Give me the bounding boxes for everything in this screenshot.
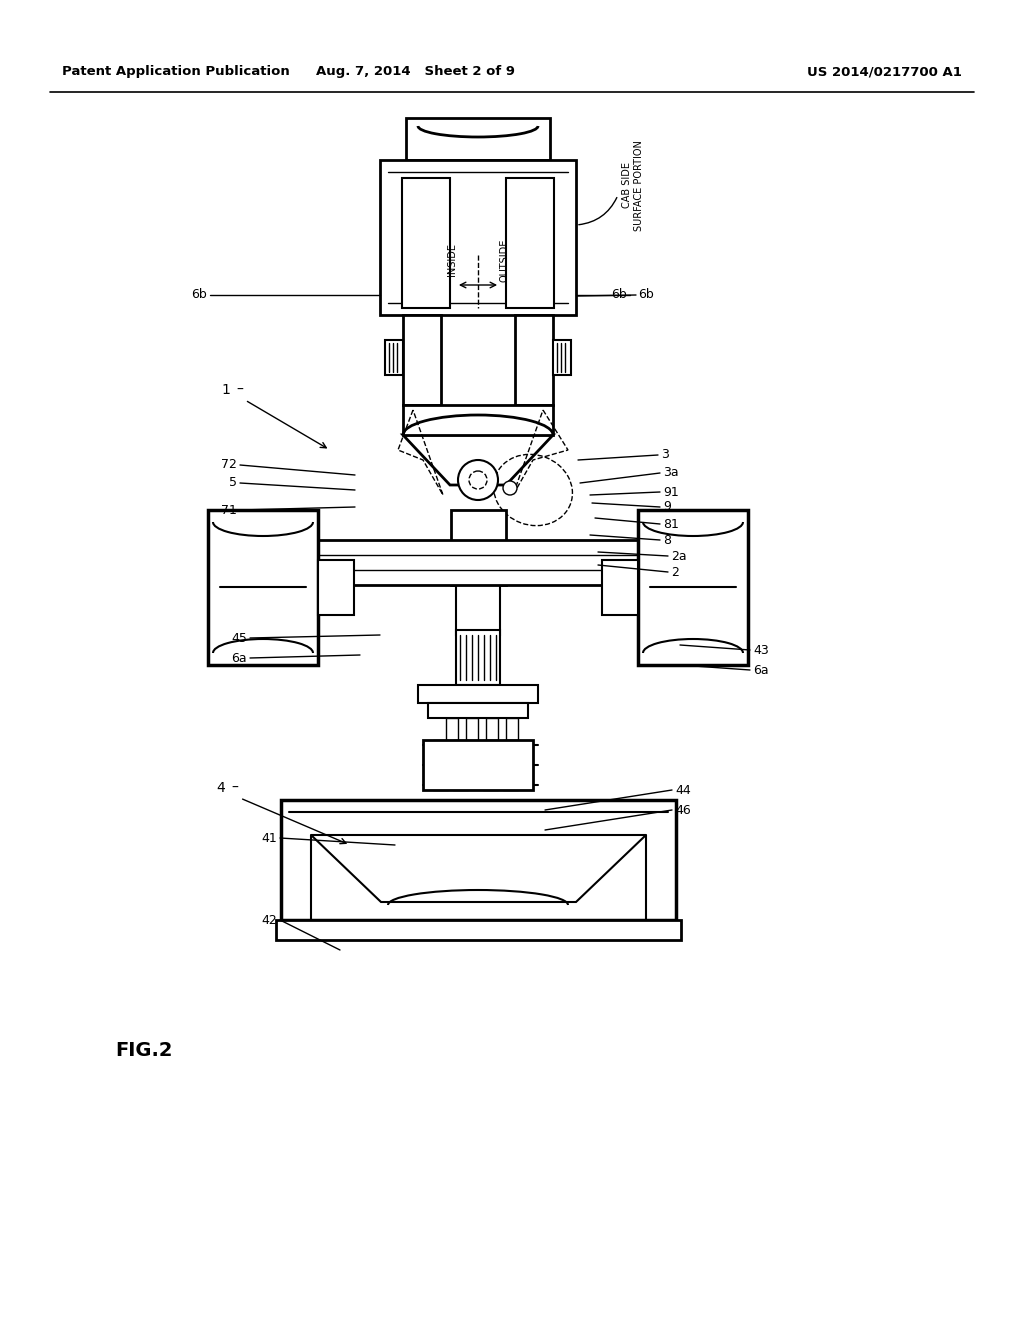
Text: OUTSIDE: OUTSIDE: [499, 239, 509, 281]
Text: 6b: 6b: [191, 289, 207, 301]
Bar: [466, 718, 478, 741]
Bar: [506, 178, 554, 308]
Text: –: –: [231, 781, 238, 795]
Bar: [403, 405, 553, 436]
Bar: [428, 704, 528, 718]
Circle shape: [469, 471, 487, 488]
Text: 72: 72: [221, 458, 237, 471]
Text: 46: 46: [675, 804, 691, 817]
Bar: [402, 178, 450, 308]
Text: CAB SIDE
SURFACE PORTION: CAB SIDE SURFACE PORTION: [622, 140, 644, 231]
Text: 5: 5: [229, 477, 237, 490]
Text: 42: 42: [261, 913, 278, 927]
Circle shape: [458, 459, 498, 500]
Bar: [453, 741, 468, 789]
Bar: [503, 741, 518, 789]
Bar: [385, 341, 403, 375]
Bar: [446, 718, 458, 741]
Bar: [423, 741, 534, 789]
Bar: [308, 540, 648, 585]
Text: 6a: 6a: [231, 652, 247, 664]
Bar: [418, 685, 538, 704]
Text: 3a: 3a: [663, 466, 679, 479]
Text: 41: 41: [261, 832, 278, 845]
Bar: [380, 160, 575, 315]
Text: 9: 9: [663, 500, 671, 513]
Text: 6a: 6a: [753, 664, 769, 676]
Bar: [456, 630, 500, 685]
Text: 43: 43: [753, 644, 769, 656]
Text: 6b: 6b: [611, 289, 627, 301]
Text: 44: 44: [675, 784, 691, 796]
Text: 91: 91: [663, 486, 679, 499]
Text: FIG.2: FIG.2: [115, 1040, 172, 1060]
Text: 81: 81: [663, 517, 679, 531]
Bar: [602, 560, 638, 615]
Bar: [456, 585, 500, 635]
Circle shape: [503, 480, 517, 495]
Text: 3: 3: [662, 449, 669, 462]
Bar: [553, 341, 571, 375]
Text: 2: 2: [671, 565, 679, 578]
Text: Aug. 7, 2014   Sheet 2 of 9: Aug. 7, 2014 Sheet 2 of 9: [315, 66, 514, 78]
Bar: [506, 718, 518, 741]
Bar: [515, 315, 553, 405]
Bar: [276, 920, 681, 940]
Text: Patent Application Publication: Patent Application Publication: [62, 66, 290, 78]
Bar: [433, 741, 449, 789]
Text: 4: 4: [216, 781, 225, 795]
Text: 2a: 2a: [671, 549, 687, 562]
Bar: [483, 741, 498, 789]
Text: –: –: [236, 383, 243, 397]
Text: INSIDE: INSIDE: [447, 243, 457, 276]
Text: US 2014/0217700 A1: US 2014/0217700 A1: [807, 66, 962, 78]
Bar: [451, 510, 506, 585]
Bar: [486, 718, 498, 741]
Bar: [318, 560, 354, 615]
Bar: [638, 510, 748, 665]
Bar: [403, 315, 441, 405]
Text: 6b: 6b: [638, 289, 653, 301]
Polygon shape: [403, 436, 553, 484]
Bar: [406, 117, 550, 160]
Text: 71: 71: [221, 503, 237, 516]
Bar: [208, 510, 318, 665]
Bar: [281, 800, 676, 920]
Text: 8: 8: [663, 533, 671, 546]
Text: 1: 1: [221, 383, 230, 397]
Text: 45: 45: [231, 631, 247, 644]
